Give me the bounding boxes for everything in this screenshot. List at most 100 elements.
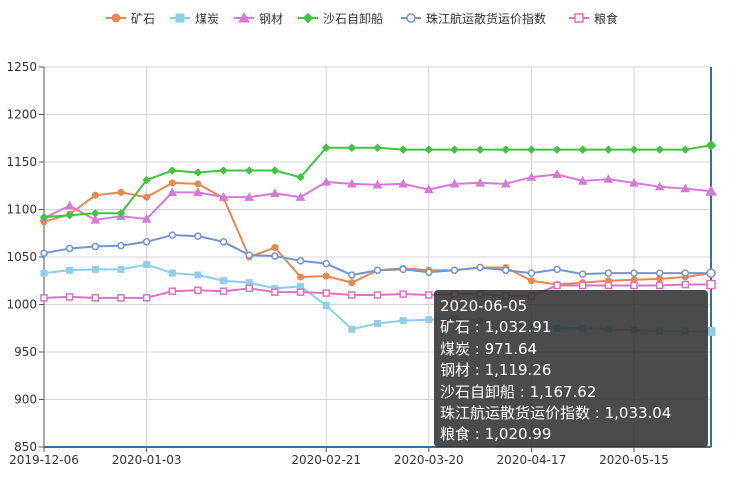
data-point [399,317,407,325]
data-point [322,272,330,280]
x-tick-label: 2020-05-15 [599,453,669,467]
data-point [425,268,433,276]
data-point [270,188,280,198]
legend-item-2[interactable]: 钢材 [234,11,283,26]
series-2 [39,169,717,224]
data-point [117,188,125,196]
data-point [219,287,228,295]
data-point [425,291,433,299]
data-point [322,289,330,297]
data-point [91,242,100,251]
data-point [502,266,510,275]
data-point [552,145,562,154]
y-tick-label: 1250 [6,60,37,74]
data-point [142,238,151,246]
data-point [194,286,202,294]
data-point [398,145,408,154]
data-point [399,265,407,274]
data-point [527,277,535,285]
data-point [680,183,691,193]
data-point [219,238,228,246]
legend-label: 矿石 [131,12,155,26]
series-4 [40,231,716,279]
data-point [348,291,356,299]
data-point [681,145,690,154]
data-point [91,265,99,273]
data-point [348,279,356,287]
data-point [271,288,279,296]
data-point [604,145,613,154]
data-point [295,192,306,201]
data-point [220,277,228,285]
data-point [475,145,485,154]
tooltip-date: 2020-06-05 [440,297,528,315]
data-point [142,175,151,185]
data-point [630,269,638,277]
data-point [476,263,484,272]
data-point [604,269,613,277]
data-point [578,281,587,290]
legend-item-4[interactable]: 珠江航运散货运价指数 [401,11,546,26]
x-tick-label: 2019-12-06 [9,453,79,467]
legend-label: 粮食 [594,11,618,26]
data-point [654,181,665,191]
data-point [424,145,434,154]
legend[interactable]: 矿石 煤炭 钢材 沙石自卸船 珠江航运散货运价指数 粮食 [106,11,618,26]
y-tick-label: 1000 [6,298,37,312]
data-point [552,169,562,179]
legend-item-1[interactable]: 煤炭 [170,12,219,26]
data-point [245,251,253,259]
data-point [91,191,99,199]
legend-marker [111,13,121,23]
data-point [65,293,74,301]
data-point [168,287,177,295]
data-point [90,214,101,224]
legend-marker [302,12,314,24]
data-point [706,268,716,278]
y-tick-label: 1150 [6,155,37,169]
legend-label: 煤炭 [195,12,219,26]
axes: 850 900 950 1000 1050 1100 1150 1200 1250 2019-12… [6,60,712,467]
data-point [193,168,203,177]
data-point [373,143,382,152]
tooltip-line: 沙石自卸船 : 1,167.62 [440,382,597,401]
data-point [348,325,356,333]
data-point [526,172,537,181]
legend-label: 沙石自卸船 [323,11,383,26]
tooltip-line: 煤炭 : 971.64 [440,339,538,358]
legend-item-5[interactable]: 粮食 [569,11,618,26]
data-point [346,178,357,188]
data-point [629,145,639,154]
data-point [373,266,382,275]
data-point [372,179,383,189]
data-point [296,172,305,182]
data-point [194,232,202,240]
legend-marker [406,13,416,23]
data-point [297,273,305,281]
data-point [655,269,664,277]
legend-item-3[interactable]: 沙石自卸船 [298,11,383,26]
data-point [655,145,664,154]
data-point [578,145,587,154]
data-point [322,259,330,268]
data-point [449,178,460,188]
data-point [374,320,381,327]
y-tick-label: 1100 [6,203,37,217]
data-point [629,177,639,187]
data-point [271,252,279,260]
legend-item-0[interactable]: 矿石 [106,12,155,26]
data-point [167,187,178,197]
data-point [527,269,536,277]
data-point [40,249,48,257]
data-point [168,179,176,187]
series-5 [40,279,716,302]
data-point [398,178,409,188]
data-point [142,294,151,302]
x-tick-label: 2020-03-20 [394,453,464,467]
data-point [40,269,48,277]
data-point [219,166,228,175]
data-point [245,166,254,175]
data-point [705,185,717,196]
data-point [425,316,433,324]
